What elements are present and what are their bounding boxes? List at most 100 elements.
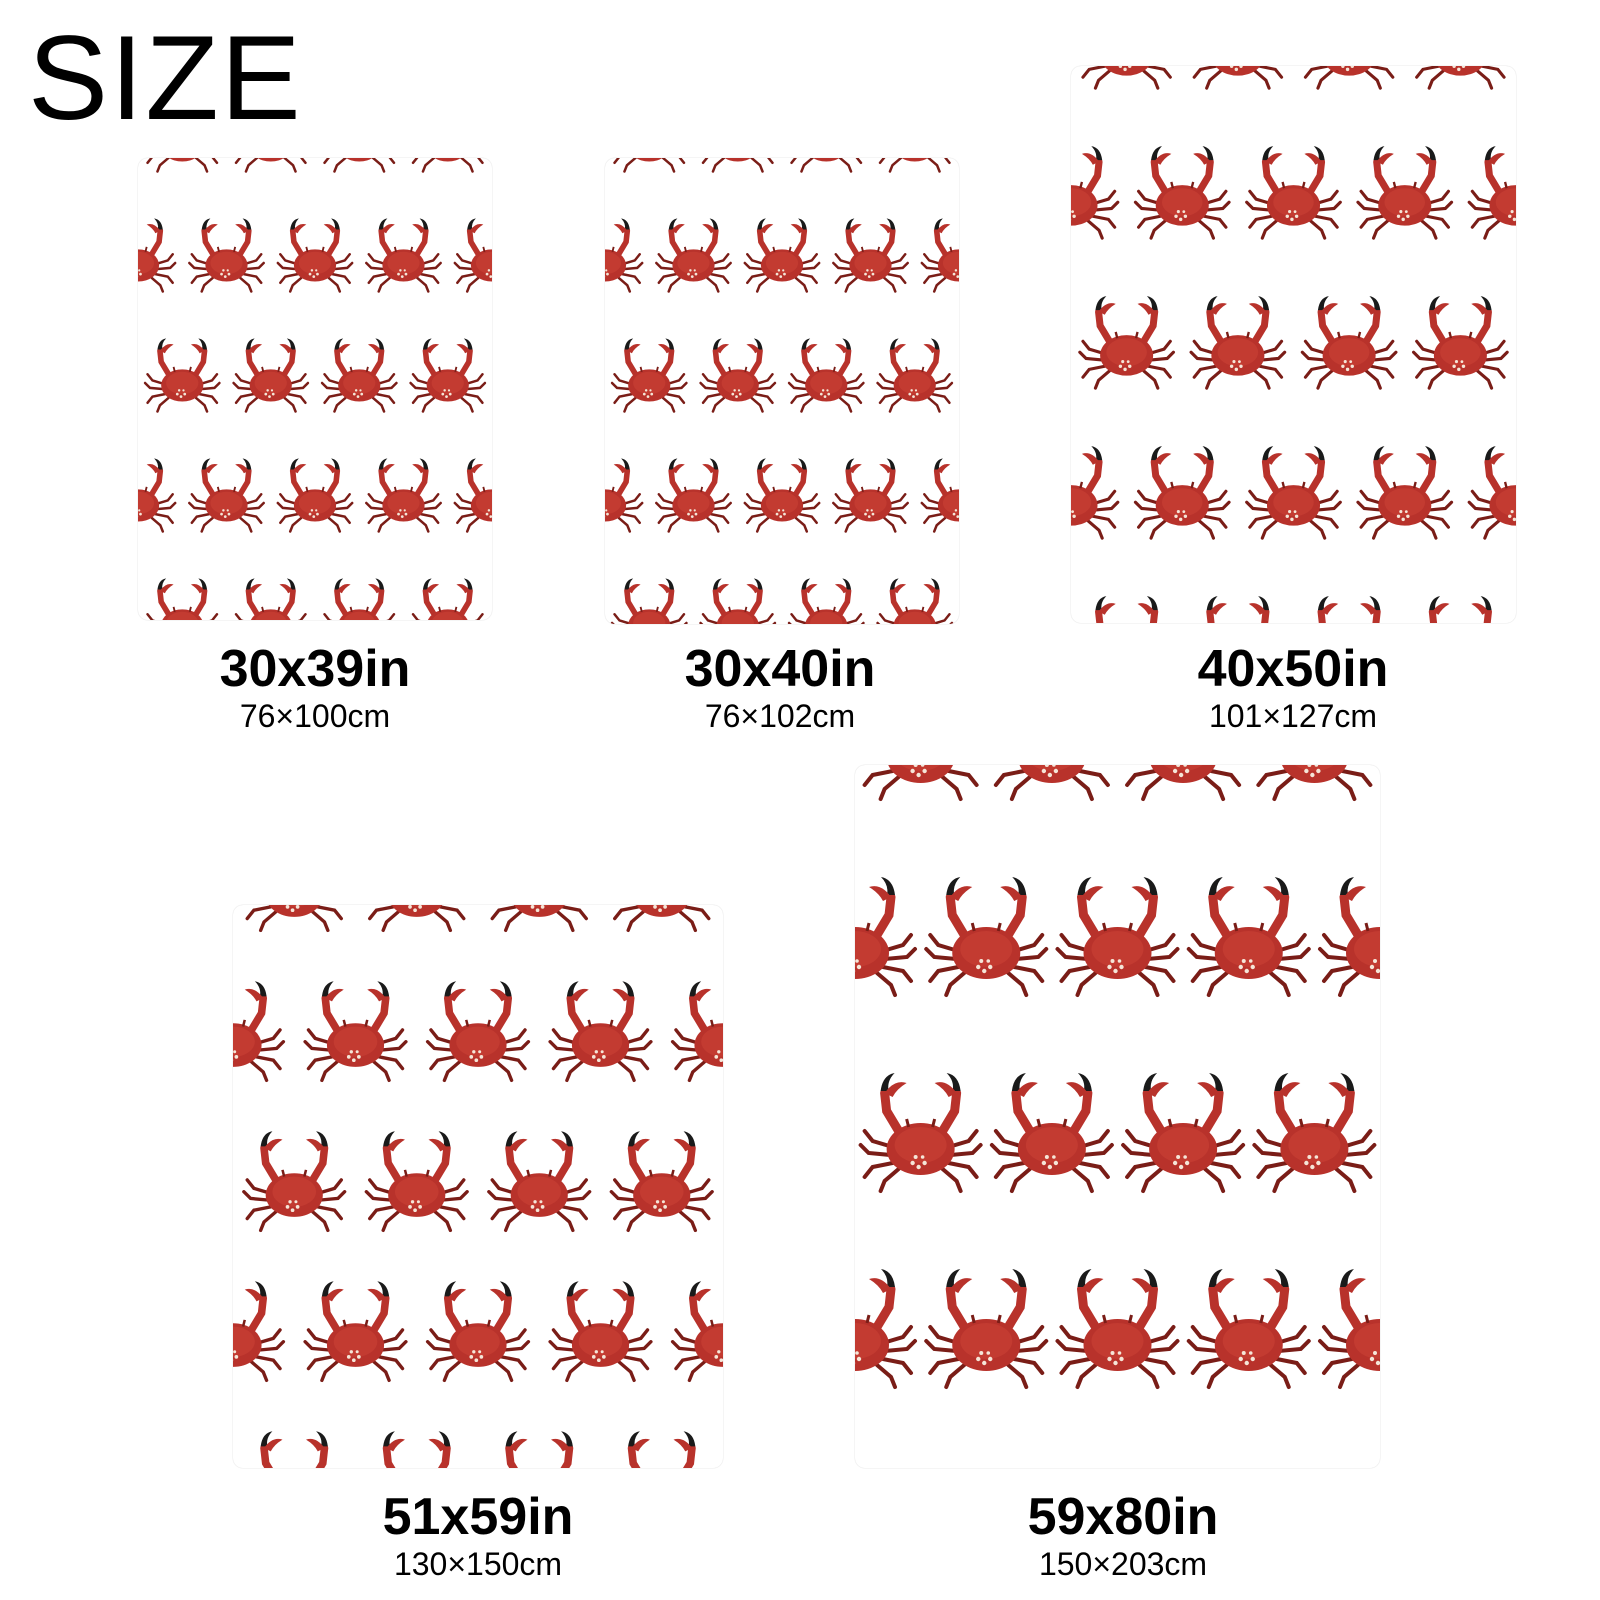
- crab-motif: [1121, 1073, 1246, 1193]
- crab-pattern: [855, 765, 1380, 1389]
- crab-motif: [1415, 66, 1506, 90]
- crab-motif: [1055, 877, 1180, 997]
- crab-motif: [1095, 596, 1159, 623]
- crab-motif: [548, 1281, 653, 1383]
- crab-motif: [613, 158, 686, 173]
- crab-motif: [1189, 296, 1287, 390]
- crab-motif: [699, 578, 777, 624]
- crab-motif: [1071, 446, 1120, 540]
- crab-motif: [1192, 66, 1284, 90]
- crab-motif: [1356, 446, 1454, 540]
- crab-motif: [655, 218, 732, 293]
- crab-motif: [490, 905, 588, 933]
- crab-motif: [260, 1431, 329, 1468]
- crab-motif: [858, 1073, 983, 1193]
- crab-motif: [320, 338, 398, 413]
- size-centimeters: 150×203cm: [1038, 1545, 1208, 1582]
- crab-motif: [245, 905, 343, 933]
- crab-motif: [409, 338, 487, 413]
- blanket-preview-2: [605, 158, 959, 624]
- crab-motif: [232, 338, 310, 413]
- crab-motif: [1125, 765, 1242, 801]
- crab-motif: [487, 1131, 592, 1233]
- crab-motif: [743, 218, 821, 293]
- crab-motif: [605, 458, 644, 533]
- crab-motif: [1133, 146, 1231, 240]
- crab-motif: [1356, 146, 1454, 240]
- crab-motif: [790, 158, 863, 173]
- crab-motif: [1256, 765, 1373, 801]
- crab-motif: [323, 578, 396, 620]
- crab-motif: [425, 1281, 531, 1383]
- size-centimeters: 76×100cm: [239, 697, 391, 734]
- crab-motif: [411, 578, 484, 620]
- crab-motif: [146, 578, 219, 620]
- size-centimeters: 101×127cm: [1208, 697, 1378, 734]
- crab-motif: [323, 158, 396, 173]
- size-inches: 30x39in: [219, 640, 411, 698]
- crab-motif: [787, 338, 865, 413]
- size-inches: 59x80in: [1027, 1488, 1219, 1546]
- size-label-1: 30x39in 76×100cm: [115, 642, 515, 735]
- crab-motif: [382, 1431, 451, 1468]
- crab-motif: [1071, 146, 1120, 240]
- crab-motif: [138, 458, 177, 533]
- size-inches: 30x40in: [684, 640, 876, 698]
- crab-motif: [276, 218, 354, 293]
- crab-motif: [146, 158, 219, 173]
- crab-motif: [548, 981, 653, 1083]
- crab-motif: [1252, 1073, 1377, 1193]
- crab-motif: [701, 158, 774, 173]
- crab-pattern: [1071, 66, 1516, 623]
- crab-motif: [613, 905, 711, 933]
- crab-motif: [924, 877, 1049, 997]
- crab-motif: [920, 458, 959, 533]
- crab-pattern: [233, 905, 723, 1468]
- crab-motif: [1303, 66, 1395, 90]
- crab-motif: [670, 981, 723, 1083]
- crab-motif: [876, 338, 954, 413]
- crab-motif: [242, 1131, 347, 1233]
- crab-motif: [1318, 1269, 1380, 1389]
- crab-motif: [1245, 446, 1342, 540]
- crab-motif: [411, 158, 484, 173]
- crab-motif: [862, 765, 979, 801]
- blanket-preview-1: [138, 158, 492, 620]
- crab-motif: [610, 338, 688, 413]
- crab-motif: [138, 218, 177, 293]
- crab-motif: [234, 578, 307, 620]
- crab-motif: [1186, 877, 1311, 997]
- crab-motif: [1428, 596, 1492, 623]
- crab-motif: [924, 1269, 1049, 1389]
- crab-motif: [1317, 596, 1381, 623]
- crab-motif: [832, 458, 909, 533]
- crab-motif: [505, 1431, 574, 1468]
- crab-motif: [276, 458, 354, 533]
- crab-motif: [365, 458, 442, 533]
- crab-motif: [1081, 66, 1172, 90]
- crab-motif: [1133, 446, 1231, 540]
- crab-motif: [364, 1131, 469, 1233]
- crab-motif: [627, 1431, 696, 1468]
- crab-motif: [699, 338, 777, 413]
- crab-motif: [989, 1073, 1114, 1193]
- blanket-preview-3: [1071, 66, 1516, 623]
- crab-motif: [1318, 877, 1380, 997]
- crab-motif: [878, 158, 951, 173]
- crab-motif: [365, 218, 442, 293]
- crab-motif: [876, 578, 954, 624]
- crab-motif: [1186, 1269, 1311, 1389]
- crab-motif: [1078, 296, 1175, 390]
- size-inches: 40x50in: [1197, 640, 1389, 698]
- crab-motif: [1467, 146, 1516, 240]
- crab-motif: [233, 1281, 286, 1383]
- crab-motif: [1412, 296, 1509, 390]
- crab-motif: [453, 218, 492, 293]
- page-title: SIZE: [28, 11, 303, 145]
- crab-motif: [832, 218, 909, 293]
- crab-motif: [1206, 596, 1270, 623]
- size-label-3: 40x50in 101×127cm: [1093, 642, 1493, 735]
- blanket-preview-5: [855, 765, 1380, 1468]
- size-centimeters: 130×150cm: [393, 1545, 563, 1582]
- size-label-4: 51x59in 130×150cm: [278, 1490, 678, 1583]
